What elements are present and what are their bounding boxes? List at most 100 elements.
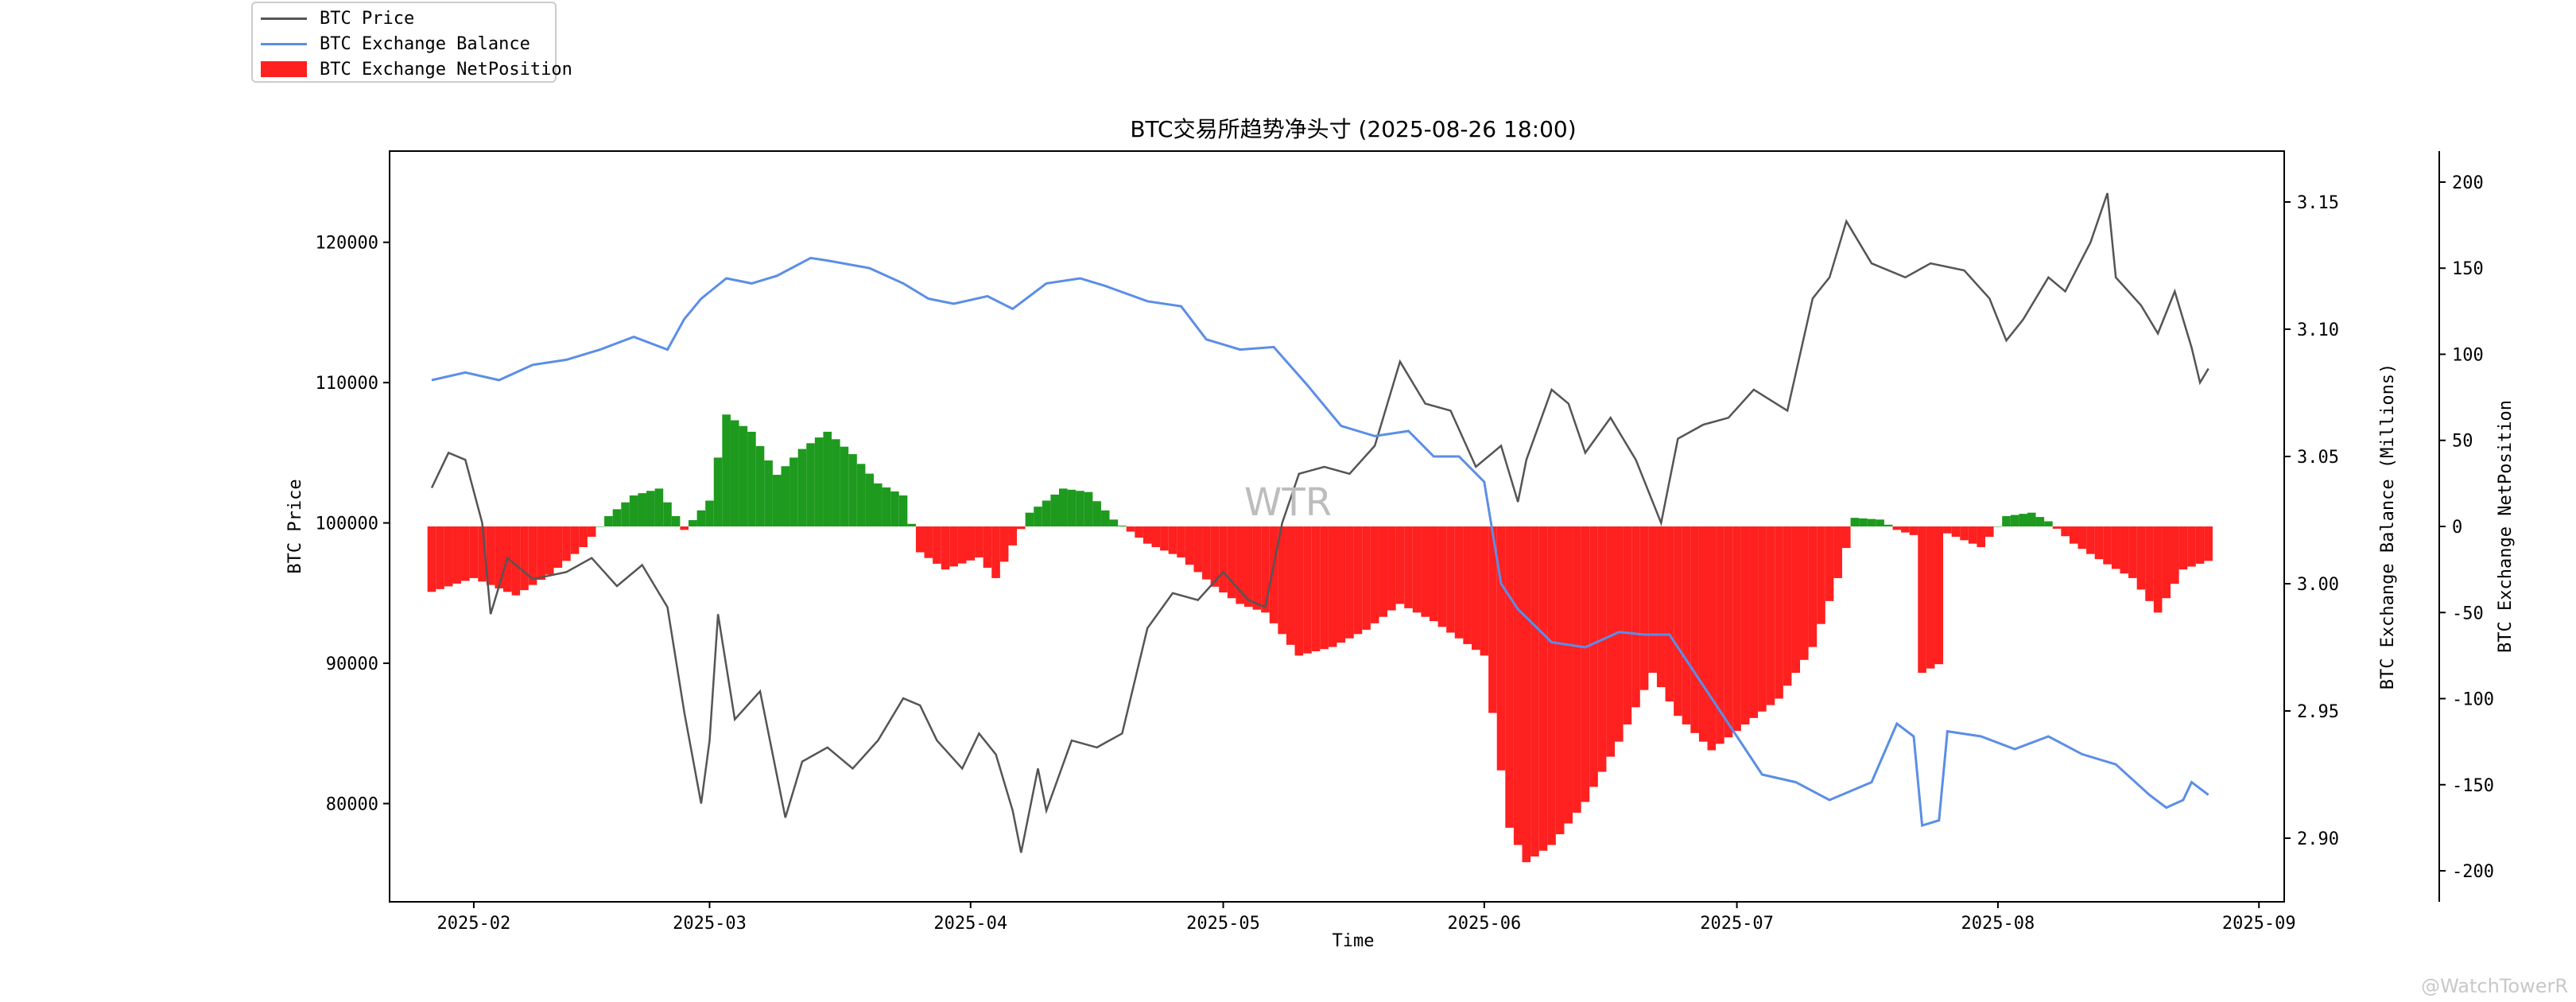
- netposition-bar: [1724, 526, 1733, 738]
- netposition-bar: [865, 473, 874, 526]
- netposition-bar: [1395, 526, 1405, 604]
- netposition-bar: [2002, 516, 2011, 526]
- netposition-bar: [2204, 526, 2213, 561]
- netposition-bar: [671, 516, 681, 526]
- netposition-bar: [1766, 526, 1775, 705]
- netposition-bar: [461, 526, 470, 581]
- netposition-bar: [2077, 526, 2087, 550]
- netposition-bar: [966, 526, 976, 561]
- netposition-bar: [1993, 526, 2003, 527]
- netposition-bar: [722, 414, 731, 526]
- netposition-bar: [2010, 515, 2019, 526]
- netposition-bar: [1379, 526, 1388, 617]
- netposition-bar: [1261, 526, 1270, 613]
- netposition-bar: [1800, 526, 1809, 660]
- netposition-bar: [1328, 526, 1337, 647]
- balance-series-line: [431, 256, 2209, 827]
- netposition-bar: [1160, 526, 1169, 551]
- netposition-bar: [570, 526, 580, 554]
- legend-swatch-netposition: [261, 61, 307, 77]
- legend-label-balance: BTC Exchange Balance: [320, 33, 530, 54]
- netposition-bar: [1236, 526, 1244, 604]
- netposition-bar: [587, 526, 596, 537]
- netposition-bar: [1716, 526, 1724, 744]
- netposition-bar: [1943, 526, 1952, 534]
- y-tick-label-right2: 0: [2452, 518, 2462, 538]
- netposition-bar: [2027, 512, 2036, 526]
- netposition-bar: [941, 526, 950, 570]
- netposition-bar: [1825, 526, 1834, 601]
- netposition-bar: [2171, 526, 2179, 584]
- netposition-bar: [713, 457, 723, 526]
- netposition-bar: [907, 523, 916, 526]
- netposition-bar: [1294, 526, 1304, 656]
- axes: 2025-02 2025-03 2025-04 2025-05 2025-06 2025-…: [316, 151, 2494, 934]
- netposition-bar: [1421, 526, 1430, 617]
- x-tick-label: 2025-08: [1961, 914, 2035, 934]
- netposition-bar: [755, 445, 765, 526]
- netposition-bar: [1454, 526, 1464, 639]
- netposition-bar: [562, 526, 571, 561]
- netposition-bar: [1404, 526, 1413, 608]
- netposition-bar: [1530, 526, 1539, 856]
- netposition-bar: [764, 460, 773, 526]
- netposition-bar: [1808, 526, 1818, 647]
- netposition-bar: [688, 520, 697, 526]
- netposition-bar: [806, 443, 815, 526]
- netposition-bar: [1092, 501, 1101, 526]
- netposition-bar: [2103, 526, 2112, 565]
- netposition-bar: [696, 510, 706, 526]
- netposition-bar: [1076, 491, 1084, 526]
- netposition-bar: [1227, 526, 1236, 599]
- netposition-bar: [1597, 526, 1607, 772]
- netposition-bar: [520, 526, 529, 591]
- x-axis-label: Time: [1333, 931, 1375, 951]
- netposition-bar: [1353, 526, 1363, 635]
- netposition-bar: [1135, 526, 1143, 538]
- netposition-bar: [814, 437, 824, 526]
- y-axis-label-right1: BTC Exchange Balance (Millions): [2378, 363, 2398, 690]
- netposition-bar: [596, 526, 605, 527]
- y-tick-label-right2: -150: [2452, 776, 2494, 796]
- netposition-bar: [436, 526, 444, 589]
- netposition-bar: [1817, 526, 1825, 624]
- netposition-bar: [1631, 526, 1640, 708]
- netposition-bar: [1362, 526, 1371, 630]
- netposition-bar: [848, 454, 857, 526]
- netposition-bar: [1488, 526, 1497, 713]
- netposition-bar: [1412, 526, 1422, 613]
- netposition-bar: [1185, 526, 1194, 565]
- netposition-bar: [1977, 526, 1986, 547]
- netposition-bar: [1648, 526, 1657, 674]
- y-tick-label-right2: 200: [2452, 173, 2484, 193]
- y-tick-label-right1: 2.90: [2297, 829, 2339, 849]
- netposition-bar: [999, 526, 1009, 562]
- netposition-bar: [1564, 526, 1573, 824]
- netposition-bar: [1674, 526, 1682, 717]
- netposition-bar: [1025, 512, 1034, 526]
- netposition-bar: [2069, 526, 2078, 544]
- netposition-bar: [2035, 517, 2045, 526]
- netposition-bar: [663, 502, 672, 526]
- netposition-bar: [1581, 526, 1590, 802]
- netposition-bar: [1960, 526, 1969, 541]
- netposition-bar: [1951, 526, 1961, 537]
- netposition-bar: [1320, 526, 1329, 650]
- y-tick-label-right1: 3.00: [2297, 575, 2339, 595]
- netposition-bar: [2044, 521, 2053, 526]
- netposition-bar: [2136, 526, 2146, 590]
- netposition-bar: [898, 495, 908, 526]
- netposition-bar: [840, 446, 849, 526]
- netposition-bar: [1278, 526, 1286, 635]
- netposition-bar: [2178, 526, 2188, 570]
- x-tick-label: 2025-06: [1447, 914, 1521, 934]
- y-axis-label-right2: BTC Exchange NetPosition: [2496, 400, 2516, 653]
- netposition-bar: [705, 500, 714, 526]
- netposition-bar: [1665, 526, 1674, 702]
- netposition-bar: [1505, 526, 1514, 828]
- netposition-bar: [856, 464, 866, 526]
- netposition-bar: [2195, 526, 2205, 564]
- netposition-bar: [1151, 526, 1161, 547]
- netposition-bar: [2120, 526, 2129, 574]
